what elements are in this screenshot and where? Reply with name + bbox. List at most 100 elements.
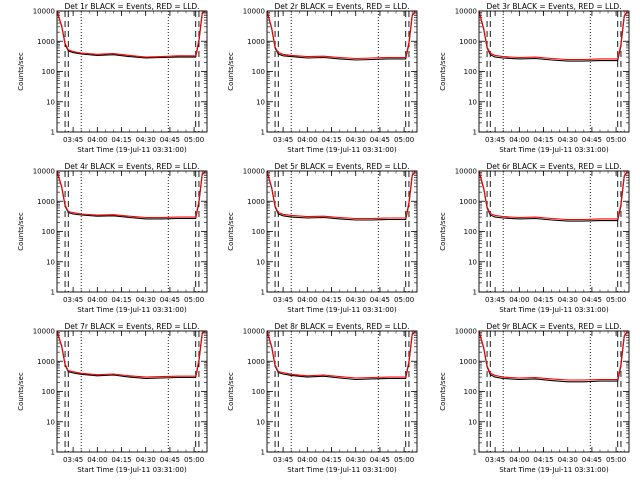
y-axis-label: Counts/sec bbox=[439, 372, 447, 411]
x-tick-label: 04:00 bbox=[509, 296, 529, 304]
y-tick-label: 1000 bbox=[459, 38, 477, 46]
series-line-black bbox=[266, 330, 416, 381]
y-tick-label: 1 bbox=[261, 449, 265, 457]
x-tick-label: 04:15 bbox=[533, 296, 553, 304]
x-tick-label: 03:45 bbox=[63, 136, 83, 144]
x-tick-label: 04:00 bbox=[297, 296, 317, 304]
y-axis-label: Counts/sec bbox=[17, 52, 25, 91]
plot-frame bbox=[478, 330, 630, 453]
y-tick-label: 1 bbox=[261, 289, 265, 297]
series-line-black bbox=[266, 170, 416, 221]
series-line-red bbox=[56, 330, 206, 378]
x-tick-label: 04:45 bbox=[160, 136, 180, 144]
y-tick-label: 10 bbox=[468, 258, 477, 266]
y-axis-label: Counts/sec bbox=[439, 52, 447, 91]
x-tick-label: 03:45 bbox=[485, 296, 505, 304]
x-tick-label: 04:00 bbox=[297, 136, 317, 144]
series-line-black bbox=[56, 10, 206, 59]
y-tick-label: 100 bbox=[42, 388, 55, 396]
x-tick-label: 04:15 bbox=[533, 136, 553, 144]
plot-frame bbox=[56, 330, 208, 453]
chart-title: Det 2r BLACK = Events, RED = LLD. bbox=[274, 2, 409, 11]
x-tick-label: 04:30 bbox=[346, 296, 366, 304]
x-tick-label: 04:30 bbox=[136, 296, 156, 304]
y-tick-label: 1 bbox=[261, 129, 265, 137]
x-tick-label: 05:00 bbox=[184, 456, 204, 464]
y-axis-label: Counts/sec bbox=[227, 52, 235, 91]
y-tick-label: 1000 bbox=[37, 38, 55, 46]
x-tick-label: 05:00 bbox=[606, 296, 626, 304]
y-tick-label: 1 bbox=[473, 129, 477, 137]
x-axis-label: Start Time (19-Jul-11 03:31:00) bbox=[287, 306, 397, 314]
series-line-black bbox=[56, 330, 206, 380]
y-tick-label: 10 bbox=[256, 258, 265, 266]
x-tick-label: 04:45 bbox=[160, 456, 180, 464]
series-line-black bbox=[478, 330, 628, 383]
x-tick-label: 04:30 bbox=[136, 456, 156, 464]
y-tick-label: 1000 bbox=[459, 358, 477, 366]
x-axis-label: Start Time (19-Jul-11 03:31:00) bbox=[77, 146, 187, 154]
x-tick-label: 05:00 bbox=[606, 136, 626, 144]
plot-frame bbox=[266, 330, 418, 453]
x-axis-label: Start Time (19-Jul-11 03:31:00) bbox=[499, 466, 609, 474]
x-tick-label: 04:00 bbox=[87, 296, 107, 304]
series-line-red bbox=[56, 170, 206, 219]
y-tick-label: 100 bbox=[464, 388, 477, 396]
chart-panel-7: Det 7r BLACK = Events, RED = LLD. Counts/… bbox=[17, 322, 208, 474]
y-tick-label: 10 bbox=[46, 98, 55, 106]
x-tick-label: 05:00 bbox=[394, 296, 414, 304]
series-line-black bbox=[56, 170, 206, 220]
plot-frame bbox=[266, 10, 418, 133]
x-tick-label: 04:00 bbox=[297, 456, 317, 464]
x-tick-label: 03:45 bbox=[485, 136, 505, 144]
chart-panel-8: Det 8r BLACK = Events, RED = LLD. Counts/… bbox=[227, 322, 418, 474]
x-tick-label: 05:00 bbox=[606, 456, 626, 464]
x-tick-label: 03:45 bbox=[273, 136, 293, 144]
y-tick-label: 10 bbox=[256, 418, 265, 426]
y-tick-label: 10000 bbox=[33, 168, 55, 176]
x-tick-label: 04:00 bbox=[509, 136, 529, 144]
y-tick-label: 100 bbox=[252, 68, 265, 76]
x-axis-label: Start Time (19-Jul-11 03:31:00) bbox=[287, 146, 397, 154]
x-tick-label: 03:45 bbox=[485, 456, 505, 464]
plot-frame bbox=[478, 170, 630, 293]
y-tick-label: 1 bbox=[473, 449, 477, 457]
y-tick-label: 10000 bbox=[243, 8, 265, 16]
y-tick-label: 100 bbox=[252, 228, 265, 236]
y-axis-label: Counts/sec bbox=[227, 212, 235, 251]
y-tick-label: 100 bbox=[42, 228, 55, 236]
chart-title: Det 7r BLACK = Events, RED = LLD. bbox=[64, 322, 199, 331]
x-tick-label: 04:00 bbox=[509, 456, 529, 464]
y-tick-label: 10000 bbox=[455, 168, 477, 176]
x-tick-label: 03:45 bbox=[273, 296, 293, 304]
x-tick-label: 04:45 bbox=[370, 296, 390, 304]
y-tick-label: 10 bbox=[468, 418, 477, 426]
x-tick-label: 04:30 bbox=[346, 456, 366, 464]
x-tick-label: 03:45 bbox=[63, 456, 83, 464]
chart-title: Det 9r BLACK = Events, RED = LLD. bbox=[486, 322, 621, 331]
x-tick-label: 04:15 bbox=[111, 456, 131, 464]
x-tick-label: 04:00 bbox=[87, 456, 107, 464]
x-tick-label: 03:45 bbox=[273, 456, 293, 464]
y-tick-label: 10000 bbox=[455, 8, 477, 16]
y-axis-label: Counts/sec bbox=[17, 372, 25, 411]
series-line-red bbox=[56, 10, 206, 58]
chart-panel-3: Det 3r BLACK = Events, RED = LLD. Counts/… bbox=[439, 2, 630, 154]
x-tick-label: 05:00 bbox=[394, 456, 414, 464]
x-tick-label: 03:45 bbox=[63, 296, 83, 304]
chart-panel-9: Det 9r BLACK = Events, RED = LLD. Counts/… bbox=[439, 322, 630, 474]
x-tick-label: 04:45 bbox=[160, 296, 180, 304]
y-tick-label: 10 bbox=[468, 98, 477, 106]
plot-frame bbox=[478, 10, 630, 133]
x-tick-label: 04:15 bbox=[321, 136, 341, 144]
x-tick-label: 04:45 bbox=[582, 136, 602, 144]
x-tick-label: 05:00 bbox=[184, 136, 204, 144]
y-tick-label: 1000 bbox=[37, 198, 55, 206]
x-tick-label: 04:45 bbox=[370, 456, 390, 464]
x-tick-label: 04:45 bbox=[582, 456, 602, 464]
x-tick-label: 04:45 bbox=[370, 136, 390, 144]
y-tick-label: 100 bbox=[464, 228, 477, 236]
series-line-black bbox=[478, 10, 628, 62]
y-tick-label: 100 bbox=[464, 68, 477, 76]
